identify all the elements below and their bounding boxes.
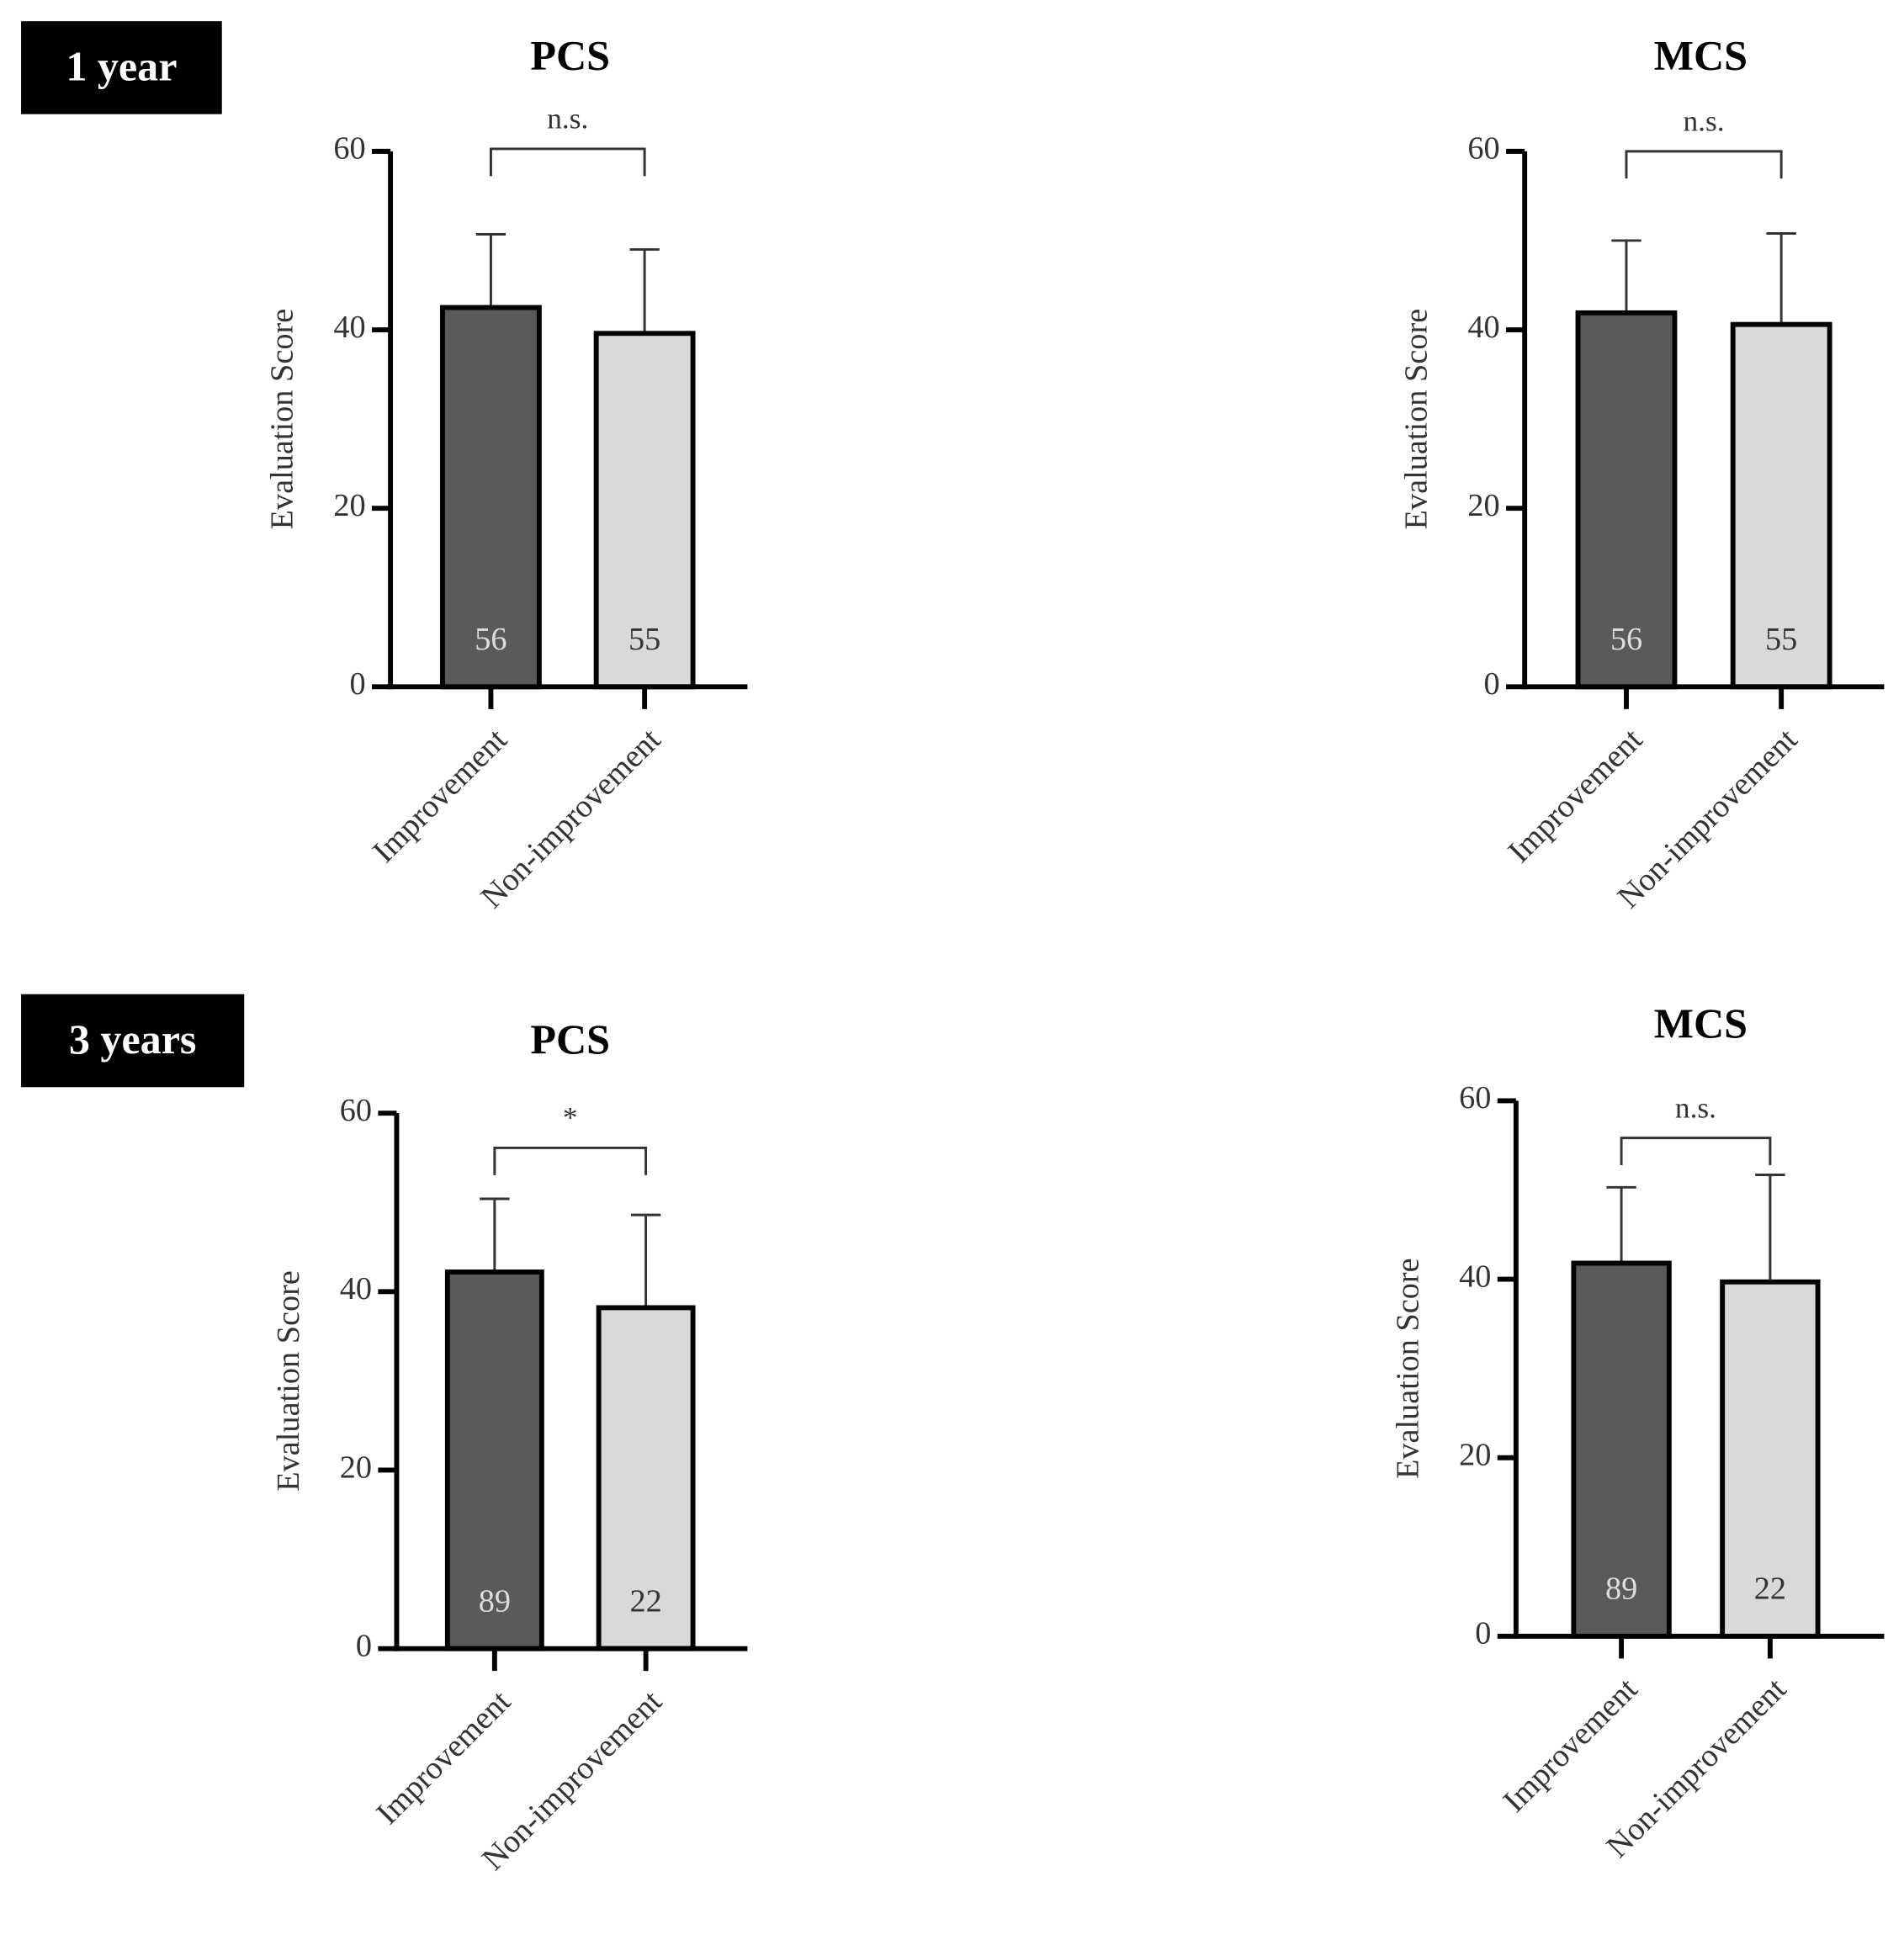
y-tick-label: 40 — [1467, 310, 1499, 345]
y-tick-label: 40 — [340, 1271, 372, 1307]
panel-label: 3 years — [69, 1015, 197, 1063]
y-tick-label: 60 — [340, 1093, 372, 1128]
y-axis-label: Evaluation Score — [271, 1270, 306, 1492]
bar — [1571, 1260, 1672, 1639]
y-tick-label: 20 — [1467, 488, 1499, 523]
bar — [593, 331, 696, 690]
y-axis-label: Evaluation Score — [1399, 309, 1435, 530]
count-label: 56 — [1610, 622, 1642, 657]
y-tick-label: 60 — [333, 131, 365, 167]
y-tick-label: 0 — [1484, 666, 1500, 702]
significance-label: * — [563, 1100, 578, 1134]
y-tick-label: 60 — [1459, 1080, 1491, 1116]
bar — [1720, 1279, 1821, 1639]
y-tick-label: 20 — [1459, 1438, 1491, 1473]
y-tick-label: 20 — [340, 1450, 372, 1485]
count-label: 55 — [628, 622, 660, 657]
panel-box — [21, 21, 222, 114]
chart-title: MCS — [1654, 31, 1748, 78]
y-axis-label: Evaluation Score — [265, 309, 300, 530]
count-label: 56 — [475, 622, 506, 657]
bar — [1730, 321, 1832, 690]
y-axis-label: Evaluation Score — [1390, 1258, 1425, 1479]
significance-label: n.s. — [547, 102, 588, 135]
bar — [596, 1305, 696, 1651]
chart-title: MCS — [1654, 999, 1748, 1047]
bar — [444, 1269, 544, 1651]
y-tick-label: 20 — [333, 488, 365, 523]
chart-title: PCS — [530, 31, 610, 78]
y-tick-label: 40 — [333, 310, 365, 345]
y-tick-label: 0 — [356, 1628, 372, 1663]
y-tick-label: 60 — [1467, 131, 1499, 167]
count-label: 55 — [1765, 622, 1797, 657]
significance-bracket — [493, 1146, 648, 1175]
significance-bracket — [1625, 150, 1783, 179]
count-label: 22 — [629, 1583, 661, 1619]
y-tick-label: 40 — [1459, 1259, 1491, 1294]
significance-bracket — [1620, 1137, 1772, 1166]
x-tick-label: Improvement — [370, 1683, 518, 1831]
x-tick-label: Improvement — [1502, 722, 1650, 870]
y-tick-label: 0 — [349, 666, 365, 702]
bar — [1575, 310, 1678, 690]
significance-label: n.s. — [1675, 1090, 1716, 1124]
x-tick-label: Improvement — [366, 722, 514, 870]
count-label: 89 — [1605, 1572, 1637, 1607]
chart-title: PCS — [530, 1015, 610, 1063]
significance-label: n.s. — [1684, 104, 1725, 138]
x-tick-label: Improvement — [1497, 1671, 1645, 1819]
panel-label: 1 year — [66, 43, 177, 90]
significance-bracket — [489, 147, 646, 177]
count-label: 22 — [1754, 1572, 1786, 1607]
y-tick-label: 0 — [1475, 1616, 1491, 1651]
panel-box — [21, 994, 245, 1088]
count-label: 89 — [479, 1583, 511, 1619]
bar — [440, 305, 542, 690]
